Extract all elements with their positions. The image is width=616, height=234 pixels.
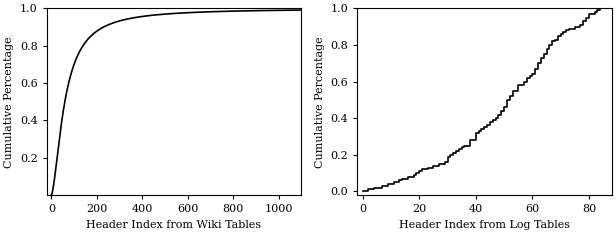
Y-axis label: Cumulative Percentage: Cumulative Percentage [4, 36, 14, 168]
Y-axis label: Cumulative Percentage: Cumulative Percentage [315, 36, 325, 168]
X-axis label: Header Index from Wiki Tables: Header Index from Wiki Tables [86, 219, 262, 230]
X-axis label: Header Index from Log Tables: Header Index from Log Tables [399, 219, 570, 230]
